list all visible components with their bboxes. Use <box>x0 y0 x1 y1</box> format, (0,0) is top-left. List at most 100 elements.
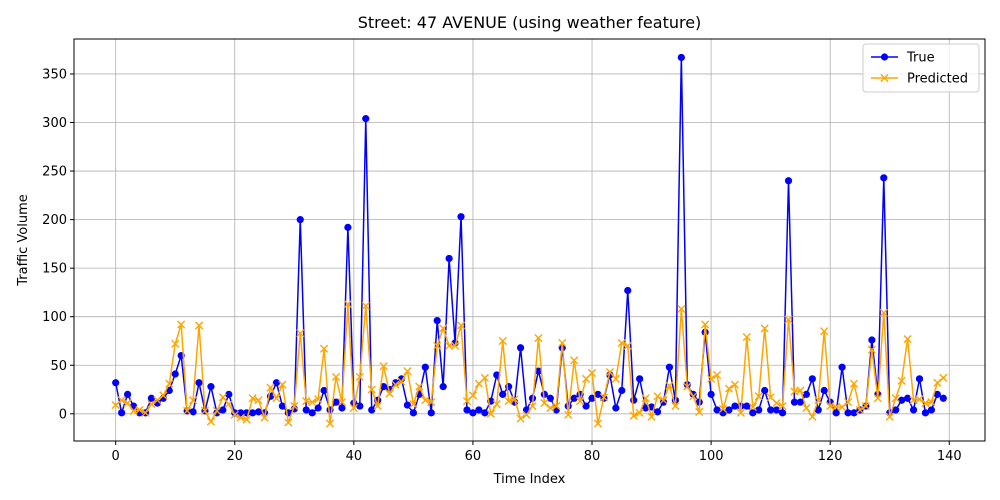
data-point-predicted <box>784 315 793 324</box>
data-point-predicted <box>248 394 257 403</box>
data-point-true <box>147 394 156 402</box>
data-point-predicted <box>206 417 216 426</box>
data-point-predicted <box>141 408 150 417</box>
data-point-true <box>112 379 120 387</box>
data-point-predicted <box>772 399 781 408</box>
data-point-true <box>314 404 322 412</box>
data-point-true <box>499 390 507 398</box>
data-point-predicted <box>629 411 638 420</box>
data-point-predicted <box>576 397 585 406</box>
data-point-predicted <box>623 341 632 350</box>
data-point-predicted <box>492 400 501 409</box>
data-point-predicted <box>724 384 734 393</box>
data-point-predicted <box>147 400 156 409</box>
data-point-predicted <box>927 398 936 407</box>
plot-background <box>74 39 985 441</box>
data-point-true <box>939 394 947 402</box>
data-point-predicted <box>212 406 221 415</box>
data-point-true <box>915 375 924 383</box>
data-point-predicted <box>873 394 882 403</box>
x-tick-label: 120 <box>818 449 843 464</box>
data-point-true <box>189 408 197 416</box>
data-point-true <box>445 254 453 263</box>
data-point-true <box>820 386 828 395</box>
data-point-true <box>790 398 799 406</box>
data-point-true <box>898 396 906 404</box>
data-point-predicted <box>439 324 448 333</box>
data-point-true <box>332 398 340 406</box>
data-point-true <box>457 213 465 221</box>
x-axis: 0 20 40 60 80 100 120 140 <box>112 441 962 464</box>
data-point-predicted <box>194 321 204 330</box>
data-point-true <box>749 409 757 417</box>
data-point-predicted <box>361 301 370 311</box>
data-point-true <box>516 344 525 352</box>
data-point-predicted <box>838 402 847 412</box>
data-point-predicted <box>236 413 245 422</box>
data-point-true <box>802 390 810 398</box>
data-point-true <box>909 406 918 414</box>
data-point-predicted <box>427 398 436 407</box>
data-point-predicted <box>802 403 811 413</box>
x-tick-label: 80 <box>584 449 601 464</box>
data-point-predicted <box>456 321 466 330</box>
plot-frame <box>73 38 986 442</box>
data-point-true <box>921 409 930 417</box>
data-point-predicted <box>599 393 609 402</box>
data-point-true <box>344 223 352 231</box>
legend-label: Predicted <box>907 72 968 87</box>
data-point-predicted <box>748 402 757 412</box>
data-point-predicted <box>278 380 287 389</box>
data-point-predicted <box>403 366 412 376</box>
data-point-true <box>624 286 632 295</box>
data-point-predicted <box>296 329 305 338</box>
data-point-predicted <box>587 368 597 378</box>
data-point-predicted <box>433 341 442 350</box>
data-point-true <box>427 409 435 417</box>
data-point-predicted <box>712 370 722 380</box>
data-point-predicted <box>290 401 299 411</box>
data-point-true <box>278 402 286 410</box>
data-point-true <box>594 390 602 398</box>
data-point-predicted <box>111 400 120 410</box>
data-point-predicted <box>373 401 382 411</box>
data-point-predicted <box>409 400 418 409</box>
data-point-true <box>713 406 721 414</box>
data-point-true <box>380 383 388 391</box>
data-point-predicted <box>468 391 478 400</box>
y-tick-label: 100 <box>42 310 67 325</box>
data-point-predicted <box>641 394 650 403</box>
data-point-predicted <box>177 320 186 329</box>
data-point-predicted <box>415 382 424 391</box>
data-point-true <box>743 402 751 410</box>
data-point-predicted <box>843 398 853 407</box>
data-point-true <box>731 402 739 410</box>
data-point-predicted <box>331 372 341 382</box>
data-point-predicted <box>242 415 251 424</box>
data-point-predicted <box>218 393 227 402</box>
data-point-predicted <box>230 410 239 419</box>
data-point-predicted <box>665 381 674 390</box>
data-point-true <box>814 406 822 414</box>
data-point-predicted <box>718 404 728 414</box>
data-point-predicted <box>183 406 192 415</box>
data-point-predicted <box>546 403 555 413</box>
data-point-true <box>302 406 310 414</box>
data-point-true <box>439 383 447 391</box>
data-point-predicted <box>617 338 626 348</box>
data-point-predicted <box>903 334 912 344</box>
y-tick-label: 350 <box>42 67 67 82</box>
data-point-true <box>249 409 257 417</box>
data-point-predicted <box>659 396 668 405</box>
data-point-predicted <box>742 333 751 342</box>
data-point-predicted <box>486 409 495 418</box>
data-point-predicted <box>558 338 567 348</box>
data-point-true <box>588 394 596 402</box>
data-point-predicted <box>808 412 817 421</box>
data-point-predicted <box>188 396 198 405</box>
data-point-predicted <box>939 373 948 382</box>
data-point-predicted <box>272 394 281 403</box>
data-point-predicted <box>897 376 906 385</box>
legend-item-true: True <box>871 51 935 66</box>
data-point-predicted <box>933 378 942 387</box>
